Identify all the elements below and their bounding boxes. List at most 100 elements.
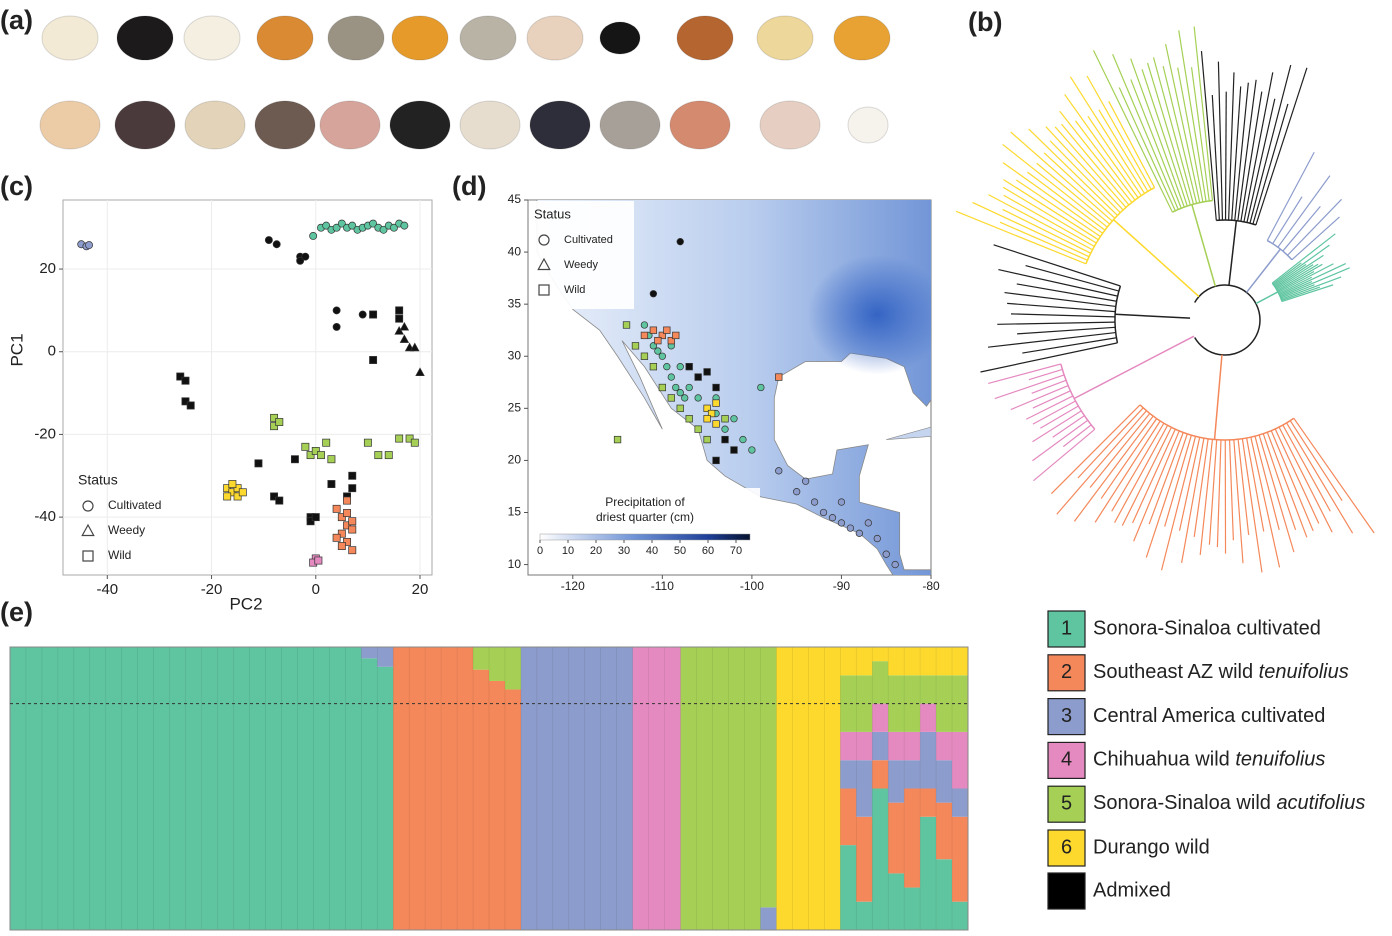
bean xyxy=(391,15,449,61)
bean xyxy=(847,106,889,144)
cuba xyxy=(886,426,931,440)
ancestry-segment xyxy=(760,647,777,908)
tree-leaf xyxy=(1028,368,1063,381)
legend-swatch xyxy=(1047,697,1086,736)
colorbar-bg xyxy=(532,488,760,570)
point xyxy=(676,404,684,412)
tree-branch xyxy=(1266,239,1293,261)
y-tick-label: 0 xyxy=(48,343,56,360)
tree-branch xyxy=(1213,354,1223,440)
point xyxy=(332,306,341,315)
legend-label: Cultivated xyxy=(108,498,161,512)
bean xyxy=(756,15,814,61)
point xyxy=(348,525,357,534)
tree-branch xyxy=(1191,204,1217,287)
point xyxy=(395,314,404,323)
tree-leaf xyxy=(1262,433,1297,530)
point xyxy=(658,352,666,360)
tree-leaf xyxy=(1266,151,1315,241)
tree-leaf xyxy=(1237,439,1250,536)
point xyxy=(810,498,819,506)
point xyxy=(410,438,419,447)
bean xyxy=(529,100,591,150)
ancestry-segment xyxy=(217,647,234,930)
colorbar-tick-label: 70 xyxy=(730,545,742,557)
ancestry-segment xyxy=(137,647,154,930)
ancestry-segment xyxy=(169,647,186,930)
tree-leaf xyxy=(1266,432,1308,538)
ancestry-segment xyxy=(952,788,969,817)
point xyxy=(721,415,729,423)
legend-swatch xyxy=(1047,741,1086,780)
point xyxy=(538,234,550,246)
tree-leaf xyxy=(1146,62,1191,206)
ancestry-segment xyxy=(536,647,554,930)
ancestry-segment xyxy=(904,887,921,930)
ancestry-segment xyxy=(425,647,442,930)
tree-leaf xyxy=(1224,91,1227,221)
tree-leaf xyxy=(994,374,1065,400)
point xyxy=(721,425,729,433)
x-axis-label: PC2 xyxy=(229,594,262,613)
ancestry-segment xyxy=(952,647,969,676)
tree-leaf xyxy=(1281,276,1342,300)
tree-leaf xyxy=(1061,123,1130,206)
tree-leaf xyxy=(1280,284,1315,299)
tree-leaf xyxy=(988,363,1061,385)
tree-leaf xyxy=(1228,439,1234,541)
ancestry-segment xyxy=(744,647,761,930)
point xyxy=(703,404,711,412)
point xyxy=(264,236,273,245)
tree-leaf xyxy=(1273,244,1330,286)
ancestry-segment xyxy=(872,760,889,789)
point xyxy=(891,560,899,569)
point xyxy=(672,383,680,392)
point xyxy=(846,524,855,532)
point xyxy=(703,415,711,423)
tree-leaf xyxy=(1272,262,1302,285)
ancestry-segment xyxy=(504,689,522,930)
tree-leaf xyxy=(1178,437,1201,531)
tree-leaf xyxy=(1016,283,1117,302)
tree-leaf xyxy=(1121,427,1172,526)
bean-photos xyxy=(39,15,891,150)
point xyxy=(270,492,279,501)
ancestry-segment xyxy=(872,647,889,662)
x-tick-label: -100 xyxy=(740,579,764,593)
point xyxy=(707,409,716,418)
point xyxy=(882,550,890,558)
tree-leaf xyxy=(1217,61,1224,221)
tree-branch xyxy=(1113,219,1200,298)
point xyxy=(343,496,351,505)
ancestry-segment xyxy=(936,760,953,803)
point xyxy=(186,401,195,410)
tree-leaf xyxy=(1100,418,1158,499)
tree-leaf xyxy=(1160,436,1197,571)
ancestry-segment xyxy=(856,760,873,817)
point xyxy=(663,363,671,371)
panel-label: (e) xyxy=(0,597,33,627)
ancestry-segment xyxy=(840,647,857,676)
ancestry-segment xyxy=(89,647,107,930)
tree-leaf xyxy=(1271,233,1336,284)
tree-leaf xyxy=(1286,422,1354,534)
point xyxy=(649,290,658,298)
tree-leaf xyxy=(1233,439,1244,564)
point xyxy=(667,394,675,402)
ancestry-segment xyxy=(41,647,59,930)
point xyxy=(837,498,846,506)
bean xyxy=(676,15,734,61)
point xyxy=(363,438,372,447)
point xyxy=(82,500,94,512)
colorbar-tick-label: 30 xyxy=(618,545,630,557)
ancestry-segment xyxy=(393,647,410,930)
point xyxy=(343,509,351,517)
ancestry-segment xyxy=(361,658,378,930)
point xyxy=(676,363,684,371)
legend-label: Sonora-Sinaloa wild acutifolius xyxy=(1093,792,1365,814)
ancestry-segment xyxy=(345,647,362,930)
legend-number: 2 xyxy=(1061,661,1072,683)
tree-leaf xyxy=(1003,194,1095,247)
tree-branch xyxy=(1114,285,1122,344)
tree-leaf xyxy=(1152,57,1195,205)
